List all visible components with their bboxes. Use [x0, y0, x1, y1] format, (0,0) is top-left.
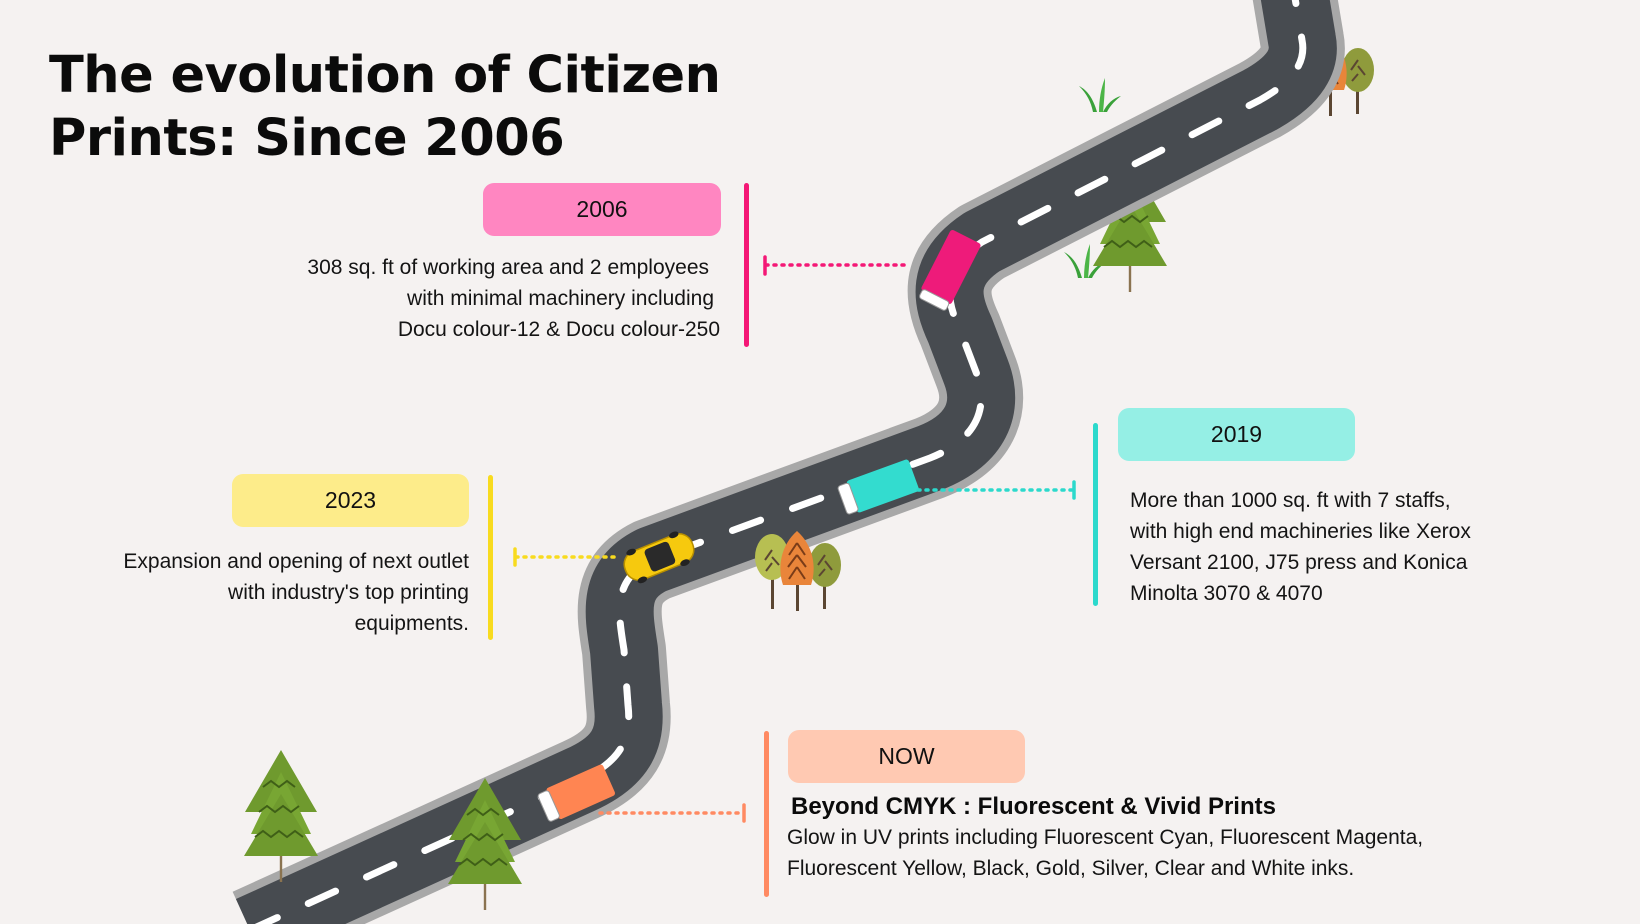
year-badge-now: NOW [788, 730, 1025, 783]
milestone-2019-line-2: with high end machineries like Xerox [1130, 520, 1471, 543]
page-title: The evolution of Citizen Prints: Since 2… [49, 44, 729, 170]
milestone-2006-line-2: with minimal machinery including [407, 287, 714, 310]
milestone-now-line-1: Glow in UV prints including Fluorescent … [787, 826, 1424, 849]
milestone-2006-description: 308 sq. ft of working area and 2 employe… [200, 252, 720, 345]
accent-bar-2006 [744, 183, 749, 347]
milestone-2006-line-1: 308 sq. ft of working area and 2 employe… [307, 256, 709, 279]
milestone-2023-line-2: with industry's top printing [228, 581, 469, 604]
page-title-line-2: Prints: Since 2006 [49, 109, 565, 168]
milestone-2019-line-1: More than 1000 sq. ft with 7 staffs, [1130, 489, 1451, 512]
pink-truck-icon [919, 230, 981, 311]
accent-bar-2023 [488, 475, 493, 640]
milestone-2023-description: Expansion and opening of next outlet wit… [60, 546, 469, 639]
yellow-car-icon [623, 531, 695, 584]
milestone-2023-line-3: equipments. [354, 612, 469, 635]
road-center-dashes [254, 0, 1307, 924]
accent-bar-now [764, 731, 769, 897]
grass-tuft-icon [1079, 78, 1121, 112]
orange-truck-icon [537, 764, 616, 822]
milestone-now-line-2: Fluorescent Yellow, Black, Gold, Silver,… [787, 857, 1355, 880]
accent-bar-2019 [1093, 423, 1098, 606]
page-title-line-1: The evolution of Citizen [49, 46, 721, 105]
milestone-2019-description: More than 1000 sq. ft with 7 staffs, wit… [1130, 485, 1610, 609]
milestone-now-description: Glow in UV prints including Fluorescent … [787, 822, 1607, 884]
milestone-2019-line-4: Minolta 3070 & 4070 [1130, 582, 1323, 605]
year-badge-2019: 2019 [1118, 408, 1355, 461]
milestone-2019-line-3: Versant 2100, J75 press and Konica [1130, 551, 1468, 574]
milestone-2023-line-1: Expansion and opening of next outlet [123, 550, 469, 573]
year-badge-2023: 2023 [232, 474, 469, 527]
milestone-now-heading: Beyond CMYK : Fluorescent & Vivid Prints [791, 793, 1276, 820]
year-badge-2006: 2006 [483, 183, 721, 236]
milestone-2006-line-3: Docu colour-12 & Docu colour-250 [397, 318, 720, 341]
autumn-tree-cluster-icon [754, 530, 842, 612]
cyan-truck-icon [837, 459, 919, 515]
